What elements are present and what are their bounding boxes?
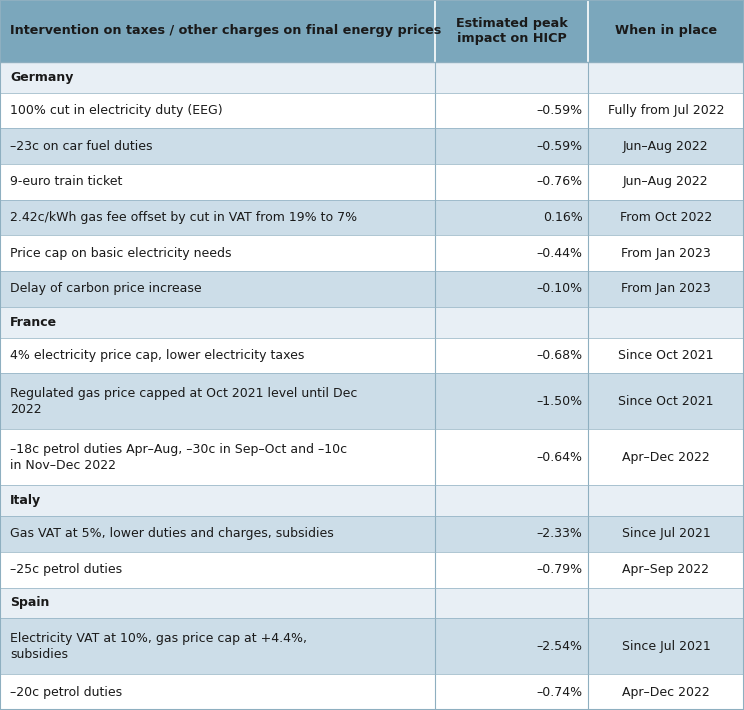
Text: –0.10%: –0.10%	[536, 283, 583, 295]
Text: From Jan 2023: From Jan 2023	[621, 247, 711, 260]
Bar	[0, 430, 744, 485]
Text: Intervention on taxes / other charges on final energy prices: Intervention on taxes / other charges on…	[10, 24, 441, 38]
Text: Since Jul 2021: Since Jul 2021	[621, 640, 711, 653]
Text: 2.42c/kWh gas fee offset by cut in VAT from 19% to 7%: 2.42c/kWh gas fee offset by cut in VAT f…	[10, 211, 357, 224]
Bar	[0, 485, 744, 516]
Bar	[0, 271, 744, 307]
Text: When in place: When in place	[615, 24, 717, 38]
Text: Price cap on basic electricity needs: Price cap on basic electricity needs	[10, 247, 231, 260]
Text: Italy: Italy	[10, 494, 41, 507]
Text: –25c petrol duties: –25c petrol duties	[10, 563, 122, 576]
Text: Apr–Dec 2022: Apr–Dec 2022	[622, 686, 710, 699]
Text: Electricity VAT at 10%, gas price cap at +4.4%,
subsidies: Electricity VAT at 10%, gas price cap at…	[10, 632, 307, 661]
Bar	[0, 618, 744, 674]
Text: Jun–Aug 2022: Jun–Aug 2022	[623, 175, 709, 188]
Bar	[0, 552, 744, 587]
Text: 9-euro train ticket: 9-euro train ticket	[10, 175, 122, 188]
Text: Jun–Aug 2022: Jun–Aug 2022	[623, 140, 709, 153]
Bar	[0, 200, 744, 236]
Text: –0.76%: –0.76%	[536, 175, 583, 188]
Bar	[0, 129, 744, 164]
Text: –2.54%: –2.54%	[536, 640, 583, 653]
Text: –20c petrol duties: –20c petrol duties	[10, 686, 122, 699]
Text: –2.33%: –2.33%	[537, 528, 583, 540]
Text: Since Oct 2021: Since Oct 2021	[618, 349, 713, 362]
Text: –0.59%: –0.59%	[536, 140, 583, 153]
Text: –0.64%: –0.64%	[536, 451, 583, 464]
Bar	[0, 587, 744, 618]
Text: Germany: Germany	[10, 71, 74, 84]
Text: Regulated gas price capped at Oct 2021 level until Dec
2022: Regulated gas price capped at Oct 2021 l…	[10, 387, 357, 416]
Text: From Oct 2022: From Oct 2022	[620, 211, 712, 224]
Text: Spain: Spain	[10, 596, 49, 609]
Bar	[0, 236, 744, 271]
Bar	[0, 62, 744, 93]
Text: –23c on car fuel duties: –23c on car fuel duties	[10, 140, 153, 153]
Bar	[0, 373, 744, 430]
Text: 100% cut in electricity duty (EEG): 100% cut in electricity duty (EEG)	[10, 104, 222, 117]
Bar	[0, 93, 744, 129]
Text: –0.79%: –0.79%	[536, 563, 583, 576]
Text: –18c petrol duties Apr–Aug, –30c in Sep–Oct and –10c
in Nov–Dec 2022: –18c petrol duties Apr–Aug, –30c in Sep–…	[10, 442, 347, 472]
Text: Gas VAT at 5%, lower duties and charges, subsidies: Gas VAT at 5%, lower duties and charges,…	[10, 528, 334, 540]
Bar	[0, 338, 744, 373]
Text: Apr–Sep 2022: Apr–Sep 2022	[623, 563, 709, 576]
Bar	[0, 516, 744, 552]
Text: –1.50%: –1.50%	[536, 395, 583, 408]
Text: Since Oct 2021: Since Oct 2021	[618, 395, 713, 408]
Bar	[0, 0, 744, 62]
Text: Delay of carbon price increase: Delay of carbon price increase	[10, 283, 202, 295]
Text: Estimated peak
impact on HICP: Estimated peak impact on HICP	[455, 17, 568, 45]
Text: Fully from Jul 2022: Fully from Jul 2022	[608, 104, 724, 117]
Text: 0.16%: 0.16%	[543, 211, 583, 224]
Text: 4% electricity price cap, lower electricity taxes: 4% electricity price cap, lower electric…	[10, 349, 304, 362]
Bar	[0, 164, 744, 200]
Text: –0.44%: –0.44%	[536, 247, 583, 260]
Bar	[0, 307, 744, 338]
Text: France: France	[10, 316, 57, 329]
Text: –0.74%: –0.74%	[536, 686, 583, 699]
Text: Since Jul 2021: Since Jul 2021	[621, 528, 711, 540]
Text: –0.59%: –0.59%	[536, 104, 583, 117]
Text: –0.68%: –0.68%	[536, 349, 583, 362]
Bar	[0, 674, 744, 710]
Text: From Jan 2023: From Jan 2023	[621, 283, 711, 295]
Text: Apr–Dec 2022: Apr–Dec 2022	[622, 451, 710, 464]
